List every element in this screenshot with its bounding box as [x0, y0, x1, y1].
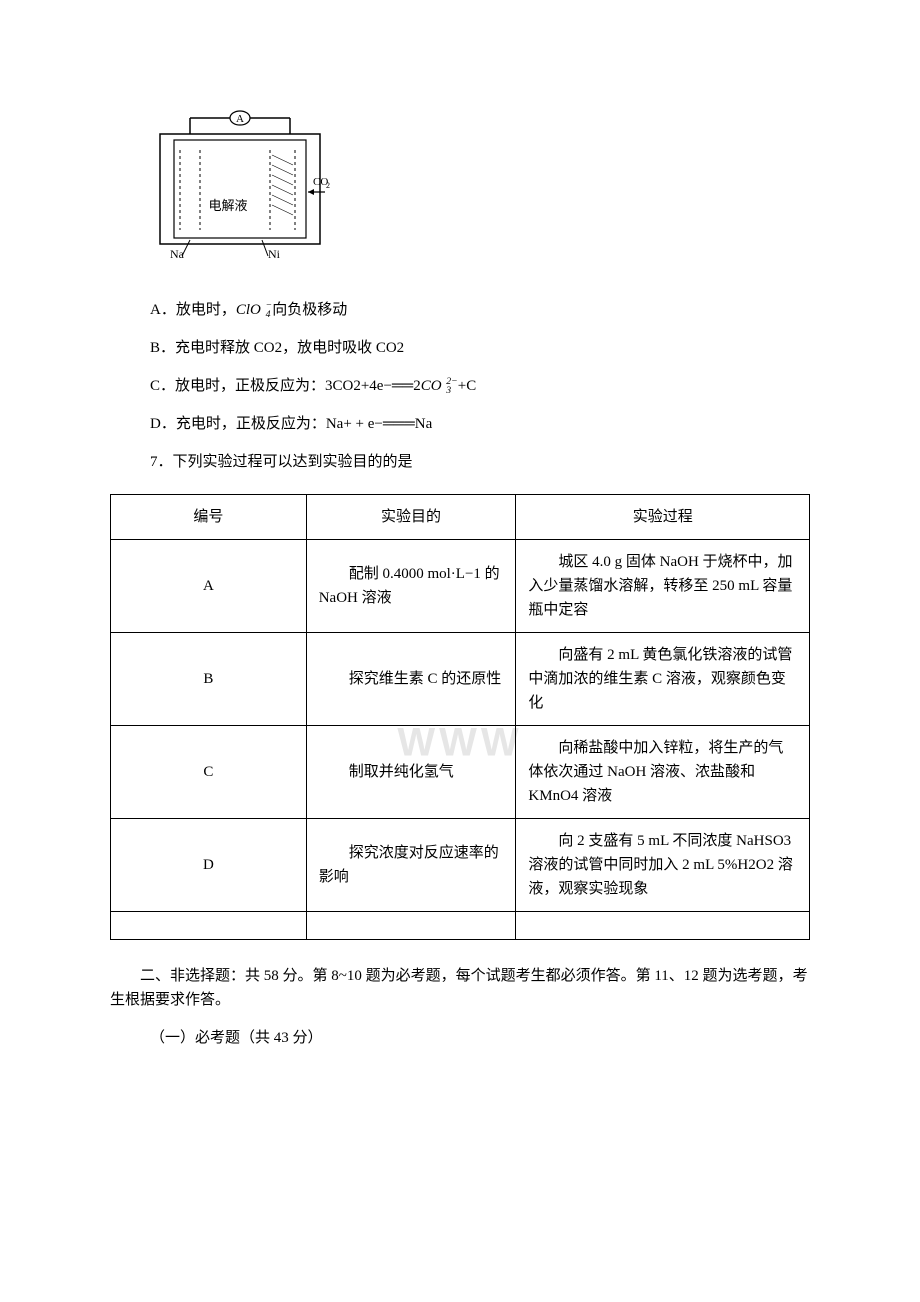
subsection-required: （一）必考题（共 43 分）: [150, 1026, 810, 1050]
diagram-svg: A 电解液 CO 2 Na Ni: [150, 110, 330, 260]
experiment-table: 编号 实验目的 实验过程 A 配制 0.4000 mol·L−1 的 NaOH …: [110, 494, 810, 940]
table-row: A 配制 0.4000 mol·L−1 的 NaOH 溶液 城区 4.0 g 固…: [111, 540, 810, 633]
co3-formula: CO 2− 3: [421, 374, 458, 398]
clo4-formula: ClO − 4: [236, 298, 272, 322]
svg-text:Ni: Ni: [268, 247, 281, 260]
cell-purpose: 配制 0.4000 mol·L−1 的 NaOH 溶液: [306, 540, 516, 633]
cell-process: 城区 4.0 g 固体 NaOH 于烧杯中，加入少量蒸馏水溶解，转移至 250 …: [516, 540, 810, 633]
option-a: A．放电时， ClO − 4 向负极移动: [150, 298, 810, 322]
table-row: C 制取并纯化氢气 向稀盐酸中加入锌粒，将生产的气体依次通过 NaOH 溶液、浓…: [111, 726, 810, 819]
cell-id: B: [111, 633, 307, 726]
cell-purpose: 探究维生素 C 的还原性: [306, 633, 516, 726]
table-empty-row: [111, 912, 810, 940]
option-d: D．充电时，正极反应为：Na+ + e−═══Na: [150, 412, 810, 436]
option-a-prefix: A．放电时，: [150, 298, 236, 322]
cell-purpose: 探究浓度对反应速率的影响: [306, 819, 516, 912]
svg-text:A: A: [236, 113, 244, 125]
header-process: 实验过程: [516, 495, 810, 540]
table-row: D 探究浓度对反应速率的影响 向 2 支盛有 5 mL 不同浓度 NaHSO3 …: [111, 819, 810, 912]
table-header-row: 编号 实验目的 实验过程: [111, 495, 810, 540]
cell-process: 向盛有 2 mL 黄色氯化铁溶液的试管中滴加浓的维生素 C 溶液，观察颜色变化: [516, 633, 810, 726]
option-c-prefix: C．放电时，正极反应为：3CO2+4e−: [150, 374, 392, 398]
option-c: C．放电时，正极反应为：3CO2+4e− ══ 2 CO 2− 3 +C: [150, 374, 810, 398]
option-c-suffix: +C: [458, 374, 476, 398]
question-7: 7．下列实验过程可以达到实验目的的是: [150, 450, 810, 474]
section-2-intro: 二、非选择题：共 58 分。第 8~10 题为必考题，每个试题考生都必须作答。第…: [110, 964, 810, 1012]
cell-purpose: 制取并纯化氢气: [306, 726, 516, 819]
svg-text:Na: Na: [170, 247, 185, 260]
table-row: B 探究维生素 C 的还原性 向盛有 2 mL 黄色氯化铁溶液的试管中滴加浓的维…: [111, 633, 810, 726]
cell-id: D: [111, 819, 307, 912]
battery-diagram: A 电解液 CO 2 Na Ni: [150, 110, 810, 268]
svg-text:2: 2: [326, 181, 330, 190]
option-a-suffix: 向负极移动: [272, 298, 347, 322]
cell-id: A: [111, 540, 307, 633]
cell-id: C: [111, 726, 307, 819]
option-b: B．充电时释放 CO2，放电时吸收 CO2: [150, 336, 810, 360]
header-purpose: 实验目的: [306, 495, 516, 540]
cell-process: 向稀盐酸中加入锌粒，将生产的气体依次通过 NaOH 溶液、浓盐酸和 KMnO4 …: [516, 726, 810, 819]
svg-text:电解液: 电解液: [208, 198, 247, 213]
header-id: 编号: [111, 495, 307, 540]
cell-process: 向 2 支盛有 5 mL 不同浓度 NaHSO3 溶液的试管中同时加入 2 mL…: [516, 819, 810, 912]
